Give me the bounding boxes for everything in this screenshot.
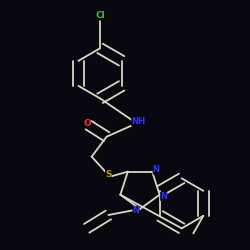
Text: O: O [84,119,91,128]
Text: N: N [132,206,140,215]
Text: N: N [153,166,160,174]
Text: Cl: Cl [95,12,105,20]
Text: NH: NH [131,117,146,126]
Text: S: S [105,170,112,179]
Text: N: N [160,192,167,201]
